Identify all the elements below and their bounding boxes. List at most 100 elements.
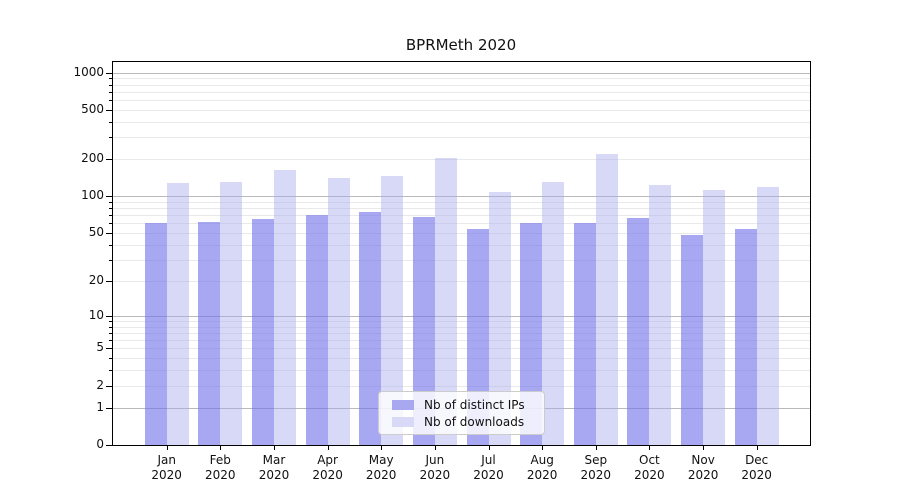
ips-bar-apr: [305, 215, 328, 445]
x-tick-label-feb: Feb 2020: [192, 453, 248, 483]
x-tick-jan: [166, 445, 168, 450]
y-minor-tick: [109, 326, 112, 328]
ips-bar-nov: [681, 235, 704, 445]
legend-item-distinct-ips: Nb of distinct IPs: [392, 398, 544, 412]
grid-line-minor: [112, 91, 810, 93]
x-label-month: Sep: [584, 453, 608, 467]
downloads-bar-feb: [220, 182, 243, 445]
x-tick-label-jun: Jun 2020: [407, 453, 463, 483]
x-tick-mar: [274, 445, 275, 450]
grid-line-minor: [112, 358, 810, 360]
y-tick-label-20: 20: [88, 272, 104, 287]
x-label-year: 2020: [365, 468, 397, 482]
y-tick-10: [106, 315, 112, 317]
y-minor-tick: [109, 358, 112, 360]
y-tick-500: [106, 110, 112, 111]
x-label-month: Apr: [317, 453, 338, 467]
y-tick-20: [106, 280, 112, 282]
x-tick-label-apr: Apr 2020: [300, 453, 356, 483]
x-label-year: 2020: [419, 468, 451, 482]
y-minor-tick: [109, 332, 112, 334]
ips-bar-sep: [573, 223, 596, 445]
x-label-year: 2020: [473, 468, 504, 482]
ips-bar-may: [359, 211, 382, 445]
x-tick-jun: [434, 445, 436, 450]
downloads-bar-jan: [166, 183, 189, 445]
y-minor-tick: [109, 84, 112, 86]
grid-line-minor: [112, 110, 810, 111]
grid-line-major: [112, 315, 810, 317]
grid-line-minor: [112, 244, 810, 246]
x-tick-label-oct: Oct 2020: [621, 453, 677, 483]
grid-line-minor: [112, 201, 810, 203]
x-tick-sep: [595, 445, 597, 450]
downloads-bar-dec: [756, 187, 779, 445]
x-label-year: 2020: [741, 468, 772, 482]
ips-bar-jun: [412, 216, 435, 445]
y-minor-tick: [109, 215, 112, 217]
x-label-month: Nov: [691, 453, 715, 467]
x-label-year: 2020: [151, 468, 182, 482]
x-label-month: Jan: [157, 453, 176, 467]
x-label-month: Jul: [481, 453, 496, 467]
ips-bar-feb: [198, 221, 221, 445]
distinct-ips-swatch-icon: [392, 399, 414, 410]
x-label-year: 2020: [526, 468, 558, 482]
ips-bar-dec: [734, 229, 757, 445]
chart-title: BPRMeth 2020: [405, 36, 517, 54]
y-minor-tick: [109, 100, 112, 102]
x-tick-may: [381, 445, 383, 450]
x-tick-dec: [756, 445, 758, 450]
y-tick-label-50: 50: [88, 225, 104, 240]
grid-line-minor: [112, 208, 810, 210]
grid-line-minor: [112, 332, 810, 334]
y-tick-1: [106, 407, 112, 409]
grid-line-minor: [112, 259, 810, 261]
x-label-year: 2020: [580, 468, 612, 482]
x-label-month: May: [368, 453, 394, 467]
x-label-year: 2020: [634, 468, 665, 482]
grid-line-minor: [112, 215, 810, 217]
y-tick-label-2: 2: [96, 377, 104, 392]
y-tick-1000: [106, 72, 112, 74]
x-tick-label-jan: Jan 2020: [139, 453, 195, 483]
y-tick-100: [106, 196, 112, 198]
y-tick-0: [106, 445, 112, 446]
y-tick-label-1000: 1000: [73, 64, 104, 79]
downloads-bar-mar: [274, 169, 296, 445]
x-tick-label-aug: Aug 2020: [514, 453, 570, 483]
grid-line-minor: [112, 159, 810, 161]
y-tick-label-0: 0: [96, 437, 104, 451]
grid-line-minor: [112, 340, 810, 342]
downloads-bar-jul: [488, 192, 511, 445]
x-tick-label-mar: Mar 2020: [246, 453, 302, 483]
grid-line-minor: [112, 137, 810, 139]
y-tick-label-10: 10: [88, 307, 104, 322]
x-label-year: 2020: [687, 468, 719, 482]
ips-bar-mar: [252, 219, 274, 445]
ips-bar-aug: [520, 222, 543, 445]
y-minor-tick: [109, 201, 112, 203]
downloads-swatch-icon: [392, 416, 414, 427]
y-minor-tick: [109, 370, 112, 372]
y-minor-tick: [109, 244, 112, 246]
grid-line-minor: [112, 348, 810, 350]
x-label-year: 2020: [258, 468, 290, 482]
grid-line-major: [112, 196, 810, 198]
downloads-bar-may: [381, 176, 404, 445]
x-tick-label-may: May 2020: [353, 453, 409, 483]
y-tick-label-500: 500: [81, 102, 104, 116]
y-minor-tick: [109, 259, 112, 261]
grid-line-minor: [112, 320, 810, 322]
downloads-bar-apr: [327, 178, 350, 445]
x-tick-label-nov: Nov 2020: [675, 453, 731, 483]
y-tick-50: [106, 233, 112, 235]
grid-line-minor: [112, 385, 810, 387]
y-minor-tick: [109, 91, 112, 93]
x-label-month: Mar: [262, 453, 286, 467]
x-tick-oct: [649, 445, 651, 450]
grid-line-major: [112, 72, 810, 74]
x-tick-label-sep: Sep 2020: [568, 453, 624, 483]
downloads-bar-sep: [595, 154, 618, 445]
